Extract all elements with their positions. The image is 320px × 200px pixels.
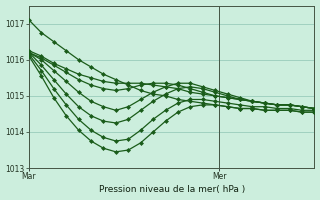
X-axis label: Pression niveau de la mer( hPa ): Pression niveau de la mer( hPa )	[99, 185, 245, 194]
